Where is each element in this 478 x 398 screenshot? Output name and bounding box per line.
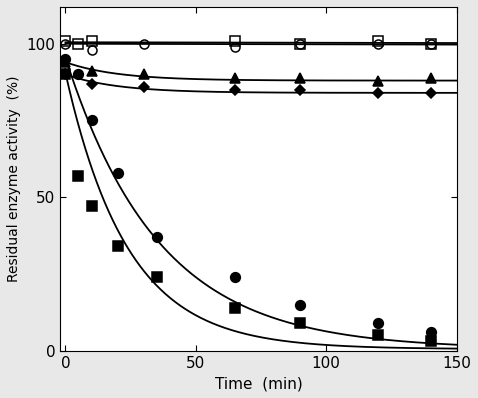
X-axis label: Time  (min): Time (min) [215, 376, 302, 391]
Y-axis label: Residual enzyme activity  (%): Residual enzyme activity (%) [7, 76, 21, 282]
